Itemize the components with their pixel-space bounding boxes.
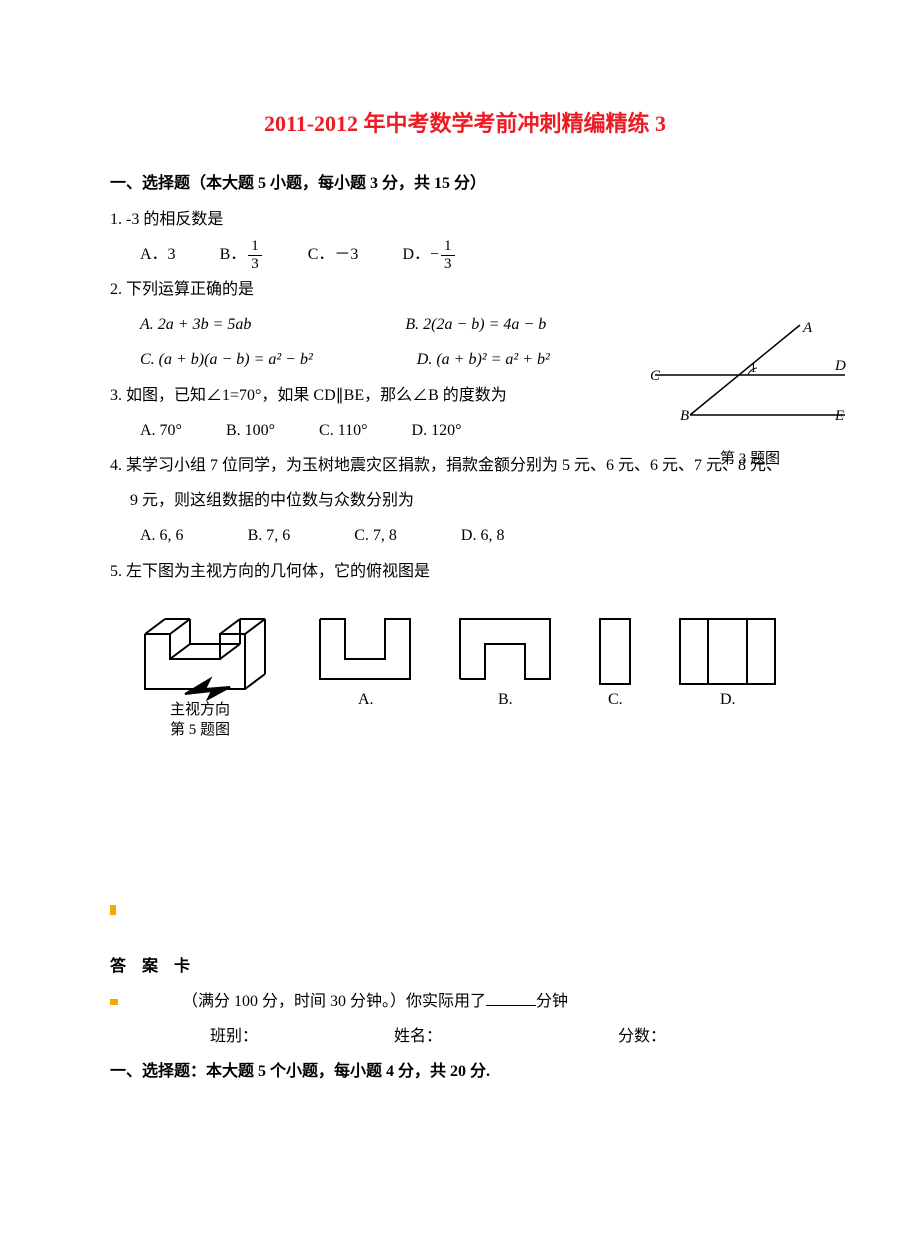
q4-options: A. 6, 6 B. 7, 6 C. 7, 8 D. 6, 8	[110, 518, 820, 553]
q1-stem: 1. -3 的相反数是	[110, 202, 820, 237]
q4-opt-c: C. 7, 8	[354, 518, 397, 553]
name-label: 姓名：	[394, 1019, 614, 1054]
q2-opt-a: A. 2a + 3b = 5ab	[140, 307, 251, 342]
fraction-icon: 13	[248, 238, 262, 272]
q1-opt-a: A．3	[140, 237, 176, 272]
q1-b-prefix: B．	[220, 246, 247, 263]
svg-text:A: A	[802, 320, 813, 336]
q3-opt-d: D. 120°	[412, 413, 462, 448]
q3-opt-a: A. 70°	[140, 413, 182, 448]
svg-text:E: E	[834, 408, 844, 424]
q5-stem: 5. 左下图为主视方向的几何体，它的俯视图是	[110, 554, 820, 589]
q3-opt-c: C. 110°	[319, 413, 367, 448]
q3-opt-b: B. 100°	[226, 413, 275, 448]
q2-stem: 2. 下列运算正确的是	[110, 272, 820, 307]
svg-text:1: 1	[750, 360, 757, 375]
q3-caption: 第 3 题图	[650, 443, 850, 476]
answer-card-info2: 班别： 姓名： 分数：	[110, 1019, 820, 1054]
q1-opt-b: B．13	[220, 237, 264, 272]
q1-opt-d: D．−13	[402, 237, 456, 272]
svg-text:第 5 题图: 第 5 题图	[170, 720, 230, 738]
svg-text:C.: C.	[608, 691, 623, 708]
q4-opt-d: D. 6, 8	[461, 518, 505, 553]
q4-line2: 9 元，则这组数据的中位数与众数分别为	[110, 483, 820, 518]
page-title: 2011-2012 年中考数学考前冲刺精编精练 3	[110, 100, 820, 148]
fraction-icon: 13	[441, 238, 455, 272]
answer-card-head: 答 案 卡	[110, 949, 820, 984]
dot-icon	[110, 999, 118, 1005]
q3-figure: A C D B E 1 第 3 题图	[650, 320, 850, 476]
q4-opt-b: B. 7, 6	[248, 518, 291, 553]
q5-diagram-icon: 主视方向 第 5 题图 A. B. C. D.	[130, 599, 830, 739]
q2-opt-b: B. 2(2a − b) = 4a − b	[405, 307, 546, 342]
svg-text:D: D	[834, 358, 846, 374]
q5-figures: 主视方向 第 5 题图 A. B. C. D.	[110, 599, 820, 739]
svg-text:B: B	[680, 408, 689, 424]
q4-opt-a: A. 6, 6	[140, 518, 184, 553]
svg-text:A.: A.	[358, 691, 374, 708]
q3-diagram-icon: A C D B E 1	[650, 320, 850, 430]
exam-page: 2011-2012 年中考数学考前冲刺精编精练 3 一、选择题（本大题 5 小题…	[0, 0, 920, 1259]
answer-card: 答 案 卡 （满分 100 分，时间 30 分钟。）你实际用了分钟 班别： 姓名…	[110, 949, 820, 1090]
q2-opt-c: C. (a + b)(a − b) = a² − b²	[140, 342, 313, 377]
q1-d-prefix: D．	[402, 246, 430, 263]
score-label: 分数：	[618, 1019, 666, 1054]
svg-text:D.: D.	[720, 691, 736, 708]
class-label: 班别：	[210, 1019, 390, 1054]
answer-section-head: 一、选择题：本大题 5 个小题，每小题 4 分，共 20 分.	[110, 1054, 820, 1089]
q1-options: A．3 B．13 C．－3 D．−13	[110, 237, 820, 272]
accent-mark-icon	[110, 905, 116, 915]
q1-opt-c: C．－3	[308, 237, 359, 272]
q2-opt-d: D. (a + b)² = a² + b²	[417, 342, 550, 377]
section-1-head: 一、选择题（本大题 5 小题，每小题 3 分，共 15 分）	[110, 166, 820, 201]
time-blank[interactable]	[486, 989, 536, 1006]
svg-text:B.: B.	[498, 691, 513, 708]
answer-card-info1: （满分 100 分，时间 30 分钟。）你实际用了分钟	[110, 984, 820, 1019]
svg-text:C: C	[650, 368, 661, 384]
svg-text:主视方向: 主视方向	[170, 701, 230, 718]
